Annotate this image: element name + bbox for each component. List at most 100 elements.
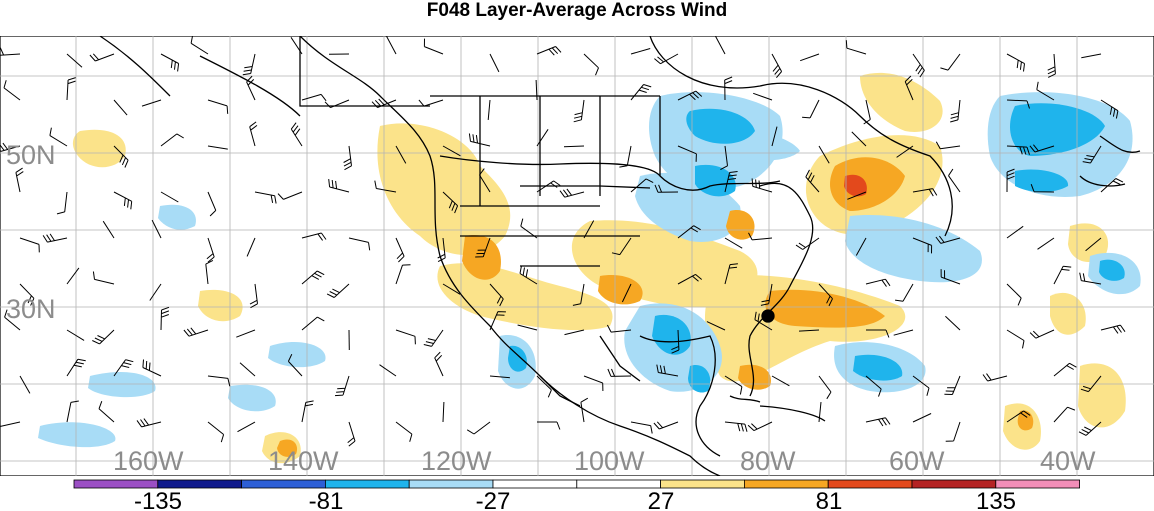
wind-barb xyxy=(0,142,21,152)
wind-barb xyxy=(654,184,679,193)
wind-barb xyxy=(207,99,229,114)
wind-barb xyxy=(442,401,445,423)
wind-barb xyxy=(1006,99,1030,109)
colorbar-swatch xyxy=(408,479,494,489)
wind-barb xyxy=(206,237,215,263)
wind-barb xyxy=(935,141,961,150)
wind-barb xyxy=(3,80,21,101)
wind-barb xyxy=(1037,237,1055,250)
wind-barb xyxy=(1100,324,1126,334)
wind-barb xyxy=(912,188,938,197)
longitude-labels: 160W 140W 120W 100W 80W 60W 40W xyxy=(113,446,1096,476)
wind-barb xyxy=(940,53,961,71)
wind-barb xyxy=(865,278,891,287)
colorbar-label-81: 81 xyxy=(816,488,843,511)
lat-label-50n: 50N xyxy=(6,140,56,170)
wind-barb xyxy=(395,237,405,263)
wind-barb xyxy=(671,329,680,354)
anomaly-shading xyxy=(38,72,1141,464)
colorbar-swatches xyxy=(73,479,1080,489)
wind-barb xyxy=(190,36,209,55)
wind-barb xyxy=(242,53,256,76)
colorbar-label-27: 27 xyxy=(648,488,675,511)
wind-barb xyxy=(1085,237,1102,252)
wind-barb xyxy=(149,283,162,301)
wind-barb xyxy=(619,145,632,168)
wind-barb xyxy=(630,178,654,193)
wind-barb xyxy=(630,84,652,101)
wind-barb xyxy=(580,397,589,423)
wind-barb xyxy=(468,133,491,147)
wind-barb xyxy=(207,191,217,217)
wind-barb xyxy=(371,98,397,108)
wind-barb xyxy=(535,79,538,101)
wind-barb xyxy=(715,36,726,55)
wind-barb xyxy=(301,232,327,241)
wind-barb xyxy=(896,145,914,158)
wind-barb xyxy=(246,237,256,257)
wind-barb xyxy=(442,191,459,214)
wind-barb xyxy=(395,329,416,345)
wind-barb xyxy=(559,188,585,198)
wind-barb xyxy=(1053,406,1076,423)
colorbar-swatch xyxy=(241,479,326,489)
wind-barb xyxy=(237,421,256,433)
wind-barb xyxy=(748,232,773,241)
wind-barb xyxy=(893,329,914,336)
wind-barb xyxy=(847,191,867,200)
lat-label-30n: 30N xyxy=(6,294,56,324)
wind-barb xyxy=(1053,265,1072,285)
chart-title: F048 Layer-Average Across Wind xyxy=(426,0,728,21)
colorbar-swatch xyxy=(660,479,745,489)
wind-barb xyxy=(15,167,24,193)
wind-barb xyxy=(677,225,701,239)
wind-barb xyxy=(348,237,371,251)
wind-barb xyxy=(92,329,115,345)
wind-barb xyxy=(328,179,350,193)
wind-barb xyxy=(487,99,491,120)
wind-barb xyxy=(324,99,350,109)
wind-barb xyxy=(1006,283,1022,306)
wind-barb xyxy=(845,40,867,55)
wind-barb xyxy=(136,418,162,428)
lon-label-80w: 80W xyxy=(740,446,796,476)
wind-barb xyxy=(866,329,890,338)
wind-barb xyxy=(160,133,184,147)
wind-barb xyxy=(1081,53,1102,59)
wind-barb xyxy=(301,400,314,423)
wind-barb xyxy=(747,421,773,432)
wind-barb xyxy=(442,145,461,157)
wind-barb xyxy=(66,53,83,68)
wind-barb xyxy=(895,283,914,302)
wind-barb xyxy=(912,237,933,254)
wind-barb xyxy=(863,99,871,125)
wind-barb xyxy=(207,421,225,443)
wind-barb xyxy=(395,264,411,285)
wind-barb xyxy=(611,237,632,256)
wind-barb xyxy=(102,220,115,239)
wind-barb xyxy=(386,36,397,55)
wind-barb xyxy=(818,145,830,164)
wind-barb xyxy=(205,259,214,285)
wind-barb xyxy=(760,283,773,306)
wind-barb xyxy=(805,169,820,193)
wind-barb xyxy=(1100,178,1124,193)
wind-barb xyxy=(160,53,180,72)
colorbar-label-135: 135 xyxy=(976,488,1016,511)
wind-barb xyxy=(904,75,914,101)
wind-barb xyxy=(160,191,179,203)
wind-barb xyxy=(249,121,258,147)
wind-barb xyxy=(720,145,728,171)
wind-barb xyxy=(207,145,228,150)
wind-barb xyxy=(677,145,697,162)
wind-barb xyxy=(912,413,932,423)
wind-barb xyxy=(912,53,925,78)
wind-barb xyxy=(945,421,961,442)
wind-barb xyxy=(1029,329,1055,339)
wind-barb xyxy=(141,99,162,107)
wind-barb xyxy=(113,191,133,210)
wind-barb xyxy=(654,53,679,65)
wind-barb xyxy=(1053,362,1077,377)
wind-barb xyxy=(563,145,585,148)
wind-barb xyxy=(1006,410,1031,423)
